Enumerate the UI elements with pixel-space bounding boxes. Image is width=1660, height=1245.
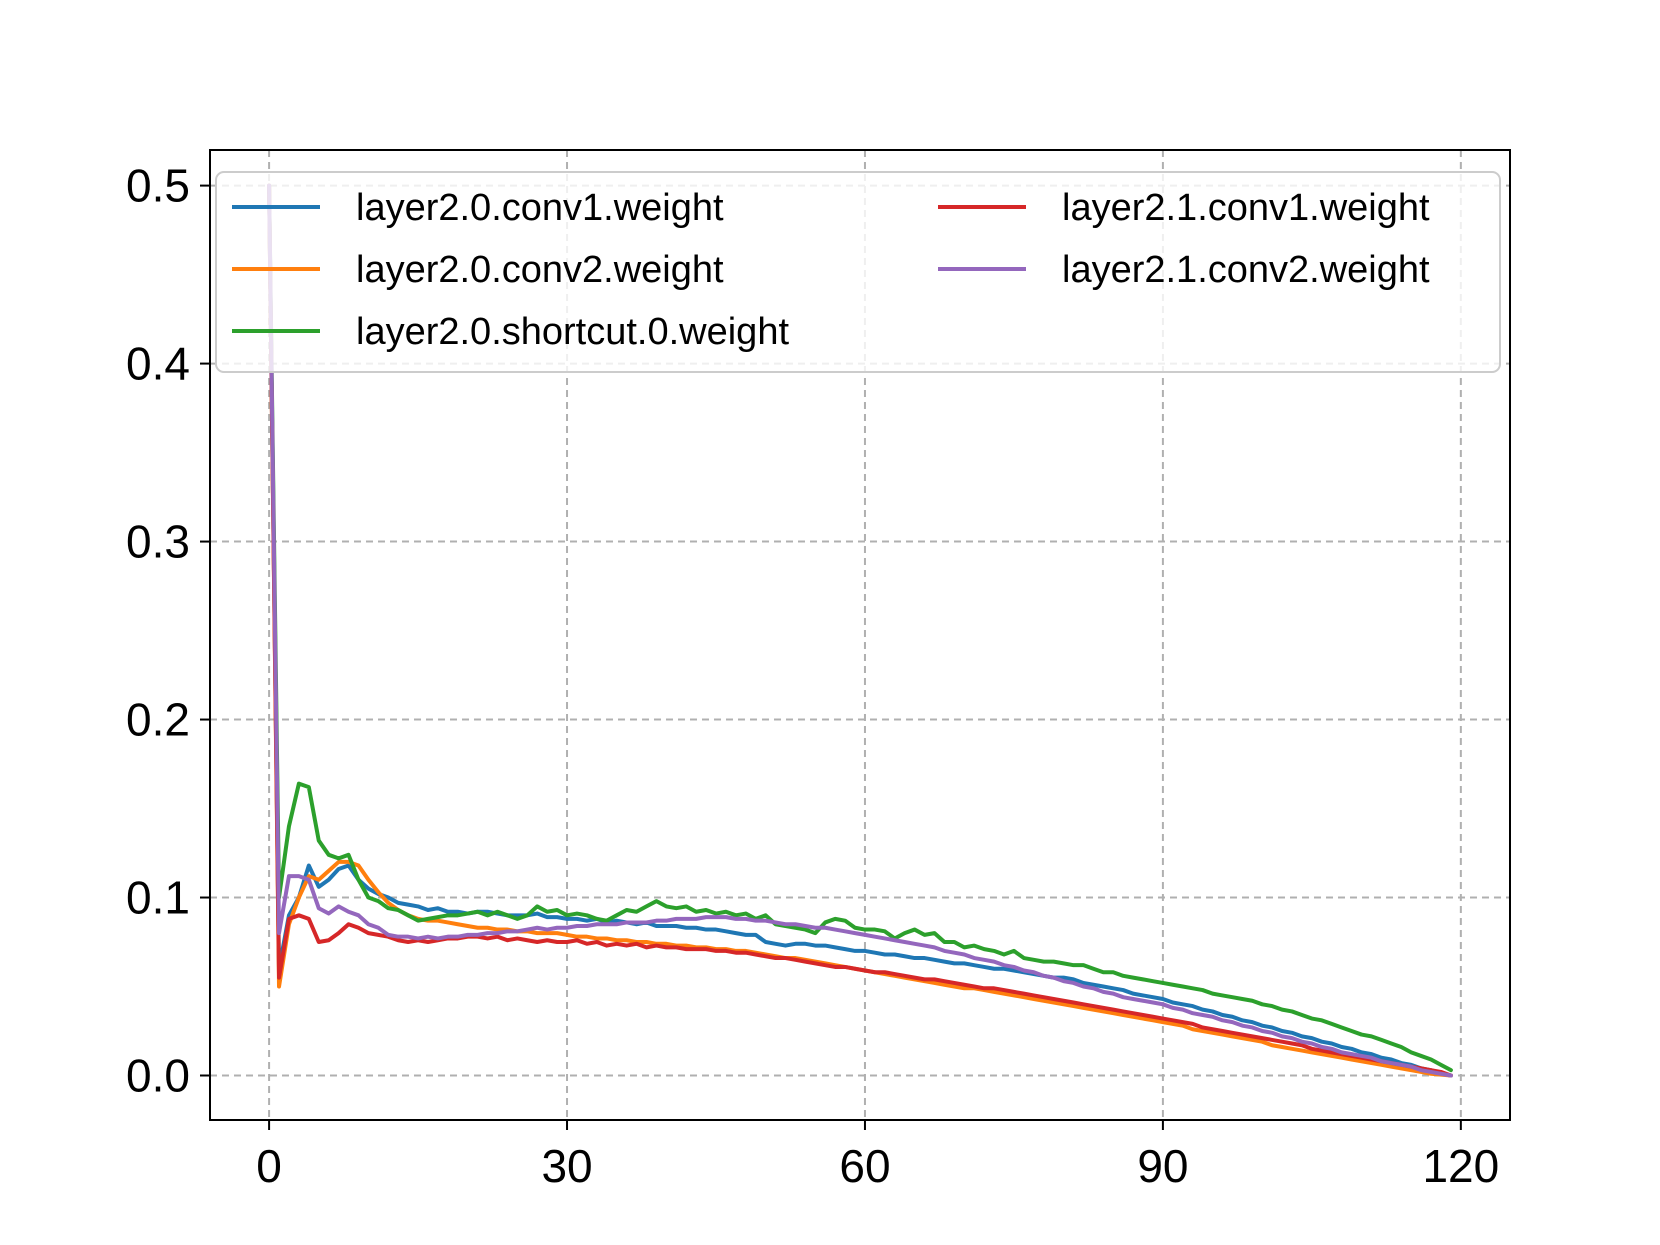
legend: layer2.0.conv1.weight layer2.0.conv2.weig… (215, 171, 1501, 373)
x-tick-label: 30 (541, 1140, 592, 1192)
x-tick-label: 90 (1137, 1140, 1188, 1192)
y-tick-label: 0.4 (126, 338, 190, 390)
legend-label: layer2.0.shortcut.0.weight (356, 311, 789, 353)
axis-ticks: 0 30 60 90 120 0.0 0.1 0.2 0.3 0.4 0.5 (126, 160, 1499, 1192)
series-line-5 (267, 183, 1453, 1078)
legend-label: layer2.1.conv2.weight (1062, 249, 1430, 291)
y-tick-label: 0.3 (126, 516, 190, 568)
series-line-3 (267, 183, 1453, 1073)
legend-label: layer2.0.conv1.weight (356, 187, 724, 229)
plot-frame (209, 149, 1511, 1121)
x-tick-label: 60 (839, 1140, 890, 1192)
legend-box (215, 171, 1501, 373)
x-tick-label: 0 (256, 1140, 282, 1192)
x-tick-label: 120 (1422, 1140, 1499, 1192)
y-tick-label: 0.2 (126, 694, 190, 746)
legend-label: layer2.1.conv1.weight (1062, 187, 1430, 229)
y-tick-label: 0.1 (126, 872, 190, 924)
series-lines (267, 183, 1453, 1078)
y-tick-label: 0.0 (126, 1050, 190, 1102)
legend-label: layer2.0.conv2.weight (356, 249, 724, 291)
y-tick-label: 0.5 (126, 160, 190, 212)
